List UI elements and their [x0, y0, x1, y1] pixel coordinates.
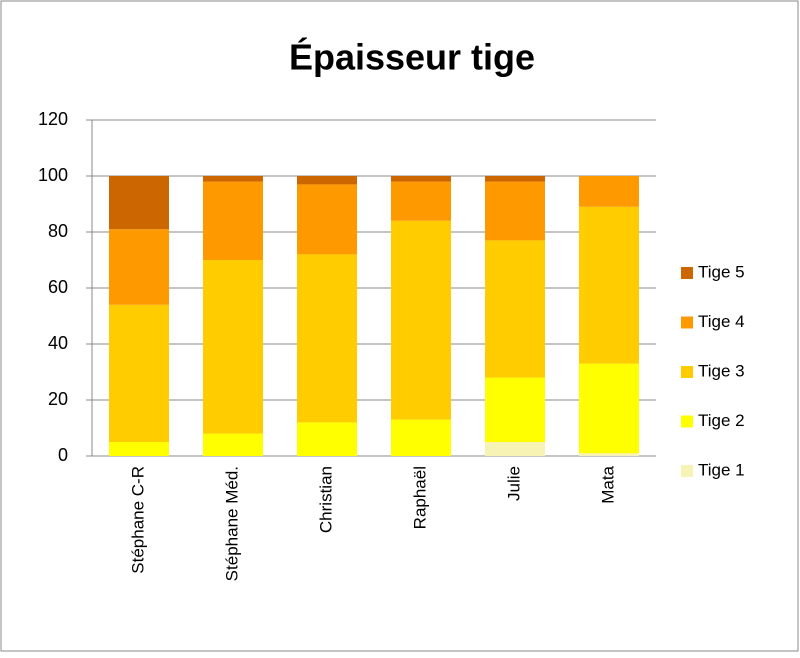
y-tick-label: 0	[58, 445, 68, 465]
x-tick-label: Stéphane Méd.	[222, 466, 241, 581]
bar-segment	[109, 304, 169, 442]
x-tick-label: Christian	[316, 466, 335, 533]
x-tick-label: Julie	[504, 466, 523, 501]
bar-segment	[109, 229, 169, 305]
y-tick-label: 80	[48, 221, 68, 241]
bar-segment	[579, 453, 639, 456]
bar-segment	[391, 419, 451, 456]
bar-segment	[391, 176, 451, 182]
bar-segment	[485, 377, 545, 442]
legend-swatch	[681, 366, 693, 378]
legend-swatch	[681, 267, 693, 279]
bar-segment	[297, 422, 357, 456]
bar-segment	[485, 176, 545, 182]
bar-segment	[203, 176, 263, 182]
y-tick-label: 60	[48, 277, 68, 297]
bar-segment	[203, 433, 263, 456]
legend-label: Tige 5	[698, 262, 745, 281]
legend-label: Tige 4	[698, 312, 745, 331]
bar-segment	[579, 363, 639, 454]
x-tick-label: Stéphane C-R	[128, 466, 147, 574]
bar-segment	[297, 184, 357, 255]
legend-label: Tige 2	[698, 411, 745, 430]
bar-segment	[579, 206, 639, 364]
x-tick-label: Raphaël	[410, 466, 429, 529]
bar-segment	[391, 181, 451, 221]
chart-title: Épaisseur tige	[289, 37, 535, 78]
bar-segment	[485, 442, 545, 456]
bar-segment	[109, 176, 169, 230]
y-tick-label: 40	[48, 333, 68, 353]
y-tick-label: 100	[38, 165, 68, 185]
x-tick-label: Mata	[598, 465, 617, 503]
y-tick-label: 20	[48, 389, 68, 409]
legend-swatch	[681, 415, 693, 428]
y-tick-label: 120	[38, 109, 68, 129]
legend-label: Tige 1	[698, 460, 745, 479]
bar-segment	[391, 220, 451, 420]
bar-segment	[203, 260, 263, 434]
bar-segment	[203, 181, 263, 260]
bar-segment	[579, 176, 639, 207]
bar-segment	[485, 240, 545, 378]
legend-swatch	[681, 316, 693, 329]
bar-segment	[109, 442, 169, 456]
bar-segment	[297, 254, 357, 423]
bar-segment	[297, 176, 357, 185]
legend-label: Tige 3	[698, 361, 745, 380]
legend-swatch	[681, 465, 693, 477]
bar-segment	[485, 181, 545, 241]
